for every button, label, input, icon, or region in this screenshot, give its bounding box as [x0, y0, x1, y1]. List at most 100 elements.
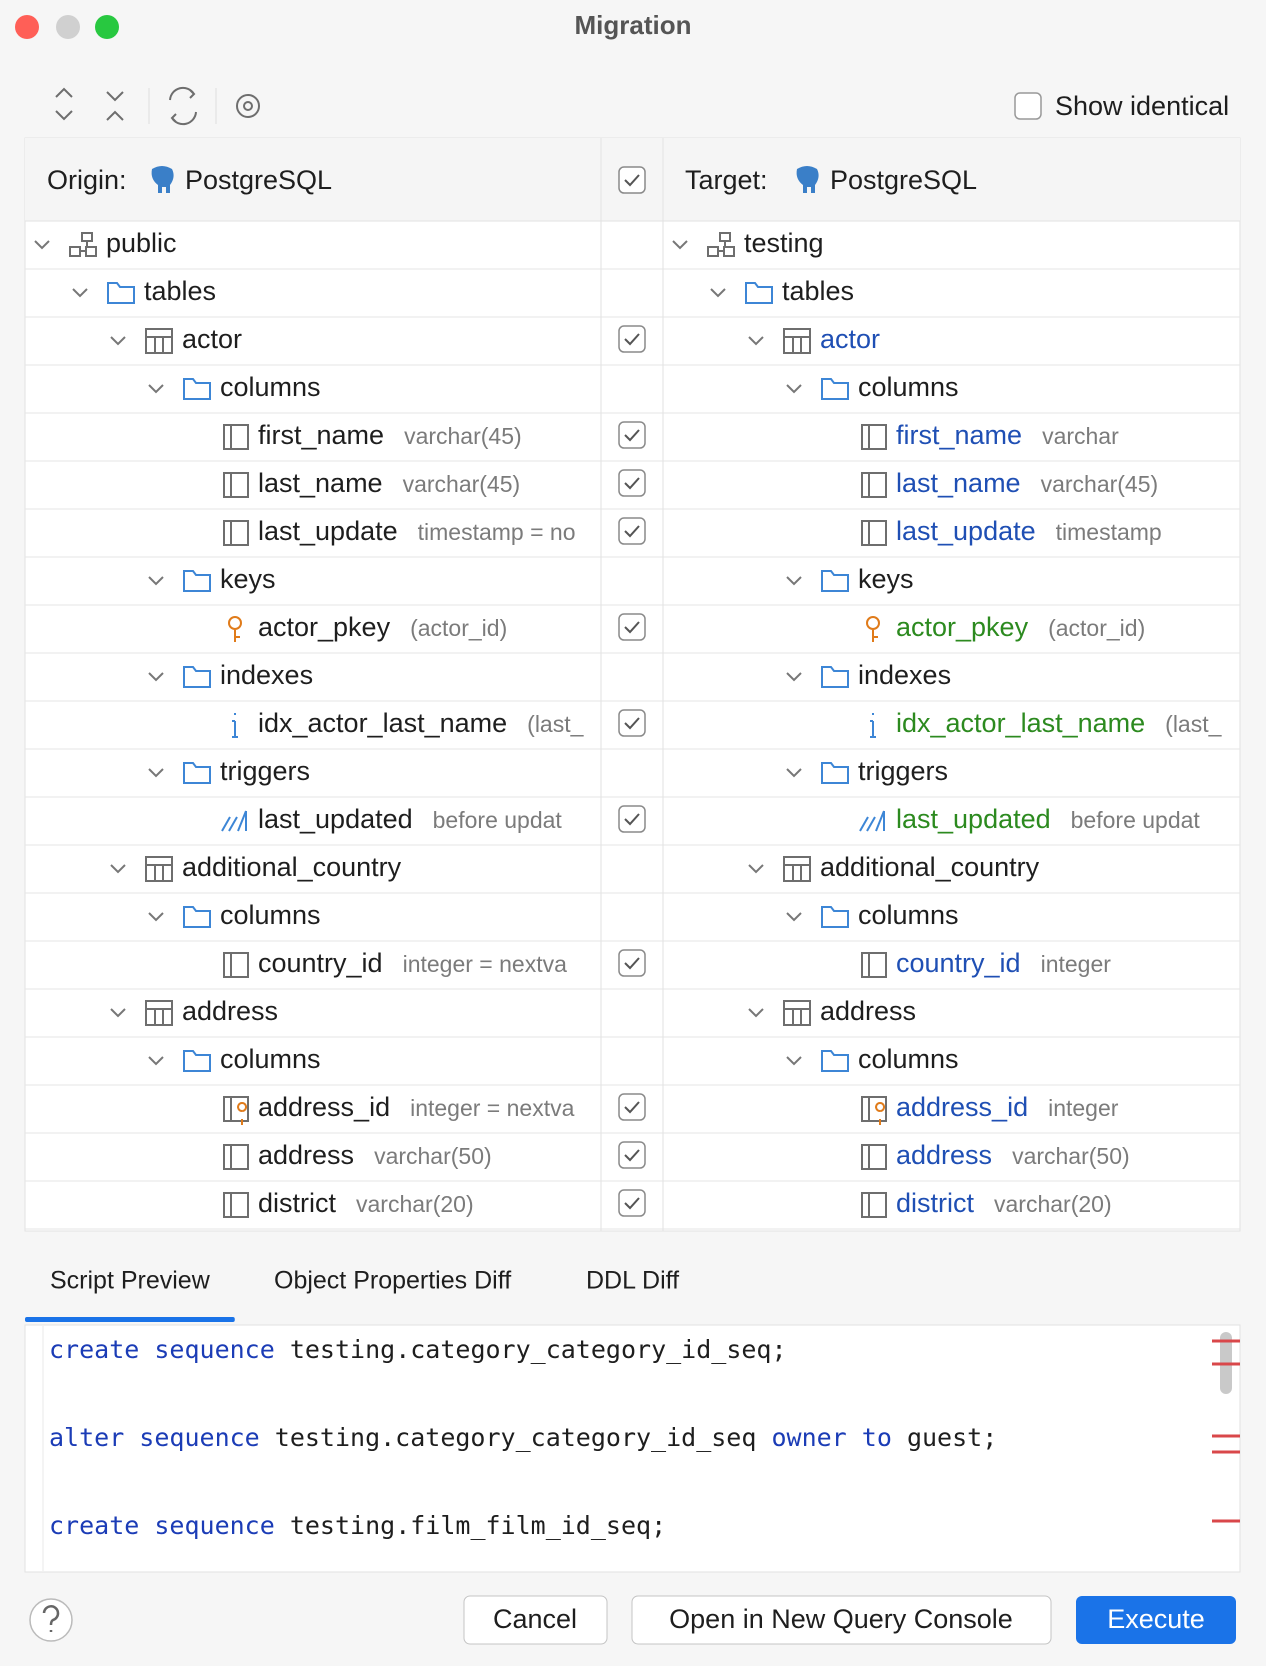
expand-arrow[interactable]	[786, 768, 802, 778]
checkbox[interactable]	[618, 469, 646, 497]
checkbox[interactable]	[618, 421, 646, 449]
expand-arrow[interactable]	[748, 1008, 764, 1018]
expand-arrow[interactable]	[72, 288, 88, 298]
expand-arrow[interactable]	[786, 1056, 802, 1066]
expand-arrow[interactable]	[148, 384, 164, 394]
column-icon	[223, 1144, 249, 1170]
expand-arrow[interactable]	[786, 384, 802, 394]
pk-column-icon	[237, 1102, 248, 1125]
swap-sides[interactable]	[169, 86, 197, 126]
right-label: actor_pkey	[896, 612, 1029, 642]
folder-icon	[183, 1050, 211, 1072]
right-detail: varchar(50)	[1012, 1143, 1130, 1169]
open-console-button[interactable]	[631, 1595, 1052, 1645]
left-label: country_id	[258, 948, 383, 978]
postgres-icon	[151, 166, 174, 193]
change-markers	[1212, 1339, 1240, 1523]
expand-arrow[interactable]	[148, 912, 164, 922]
right-label: triggers	[858, 756, 948, 786]
right-label: last_name	[896, 468, 1021, 498]
expand-arrow[interactable]	[748, 864, 764, 874]
left-label: indexes	[220, 660, 313, 690]
trigger-icon	[859, 810, 885, 832]
left-label: actor_pkey	[258, 612, 391, 642]
expand-arrow[interactable]	[34, 240, 50, 250]
expand-arrow[interactable]	[786, 576, 802, 586]
column-icon	[861, 952, 887, 978]
expand-all[interactable]	[55, 87, 73, 121]
execute-button[interactable]	[1076, 1596, 1236, 1644]
expand-arrow[interactable]	[110, 864, 126, 874]
settings-center	[243, 101, 253, 111]
show-identical-checkbox[interactable]	[1014, 92, 1042, 120]
checkbox[interactable]	[618, 325, 646, 353]
schema-icon	[69, 232, 97, 257]
column-icon	[223, 952, 249, 978]
checkbox[interactable]	[618, 166, 646, 194]
expand-arrow[interactable]	[148, 576, 164, 586]
code-line: alter sequence testing.category_category…	[49, 1423, 997, 1452]
right-detail: timestamp	[1056, 519, 1162, 545]
right-label: address	[896, 1140, 992, 1170]
expand-arrow[interactable]	[148, 1056, 164, 1066]
folder-icon	[745, 282, 773, 304]
left-label: keys	[220, 564, 276, 594]
tab[interactable]: Object Properties Diff	[274, 1267, 511, 1295]
left-detail: varchar(45)	[404, 423, 522, 449]
tab[interactable]: Script Preview	[50, 1267, 211, 1295]
checkmark	[624, 1197, 640, 1210]
expand-arrow[interactable]	[148, 768, 164, 778]
target-label: Target:	[685, 165, 768, 195]
minimize-button[interactable]	[56, 15, 80, 39]
expand-arrow[interactable]	[786, 672, 802, 682]
left-detail: varchar(20)	[356, 1191, 474, 1217]
expand-arrow[interactable]	[786, 912, 802, 922]
right-detail: varchar	[1042, 423, 1119, 449]
open-console-label: Open in New Query Console	[669, 1604, 1013, 1634]
expand-arrow[interactable]	[710, 288, 726, 298]
pk-column-icon	[223, 1096, 249, 1122]
left-label: address_id	[258, 1092, 390, 1122]
column-icon	[223, 424, 249, 450]
expand-arrow[interactable]	[110, 336, 126, 346]
checkbox[interactable]	[618, 709, 646, 737]
checkbox[interactable]	[618, 613, 646, 641]
tabs: Script Preview Object Properties Diff DDL …	[25, 1267, 679, 1322]
show-identical-label: Show identical	[1055, 91, 1229, 121]
checkmark	[624, 525, 640, 538]
right-label: actor	[820, 324, 880, 354]
help-icon	[42, 1605, 60, 1632]
expand-arrow[interactable]	[672, 240, 688, 250]
tab[interactable]: DDL Diff	[586, 1267, 679, 1295]
table-icon	[145, 328, 173, 354]
checkbox[interactable]	[618, 1189, 646, 1217]
schema-icon	[707, 232, 735, 257]
checkbox[interactable]	[618, 949, 646, 977]
pk-column-icon	[861, 1096, 887, 1122]
help-button[interactable]	[29, 1598, 73, 1642]
checkbox[interactable]	[618, 805, 646, 833]
zoom-button[interactable]	[95, 15, 119, 39]
left-label: district	[258, 1188, 337, 1218]
folder-icon	[821, 906, 849, 928]
right-label: last_updated	[896, 804, 1051, 834]
folder-icon	[183, 378, 211, 400]
collapse-all[interactable]	[106, 91, 124, 121]
trigger-icon	[221, 810, 247, 832]
folder-icon	[821, 666, 849, 688]
code: create sequence testing.category_categor…	[49, 1335, 997, 1540]
checkbox[interactable]	[618, 517, 646, 545]
expand-arrow[interactable]	[148, 672, 164, 682]
close-button[interactable]	[15, 15, 39, 39]
cancel-button[interactable]	[463, 1595, 608, 1645]
checkbox[interactable]	[618, 1141, 646, 1169]
settings[interactable]	[236, 94, 260, 118]
table-icon	[783, 328, 811, 354]
checkbox[interactable]	[618, 1093, 646, 1121]
checkmark	[624, 477, 640, 490]
expand-arrow[interactable]	[748, 336, 764, 346]
left-label: additional_country	[182, 852, 402, 882]
left-detail: integer = nextva	[410, 1095, 575, 1121]
expand-arrow[interactable]	[110, 1008, 126, 1018]
